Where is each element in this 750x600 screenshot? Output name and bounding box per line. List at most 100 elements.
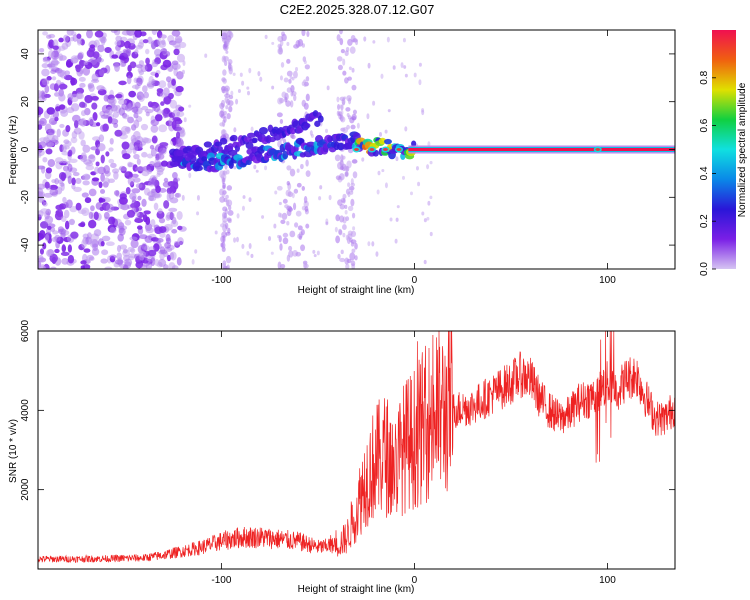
heatmap-cell (85, 165, 95, 171)
heatmap-cell (88, 188, 97, 197)
heatmap-cell (151, 61, 158, 68)
heatmap-cell (429, 231, 433, 237)
heatmap-cell (153, 243, 160, 252)
heatmap-cell (145, 262, 153, 269)
heatmap-cell (343, 165, 349, 172)
heatmap-cell (98, 134, 105, 143)
heatmap-cell (83, 248, 91, 253)
heatmap-cell (384, 129, 388, 134)
heatmap-cell (300, 163, 304, 170)
heatmap-cell (297, 225, 303, 231)
snr-plot-area (38, 331, 675, 569)
heatmap-cell (316, 250, 320, 256)
heatmap-cell (319, 185, 323, 190)
heatmap-cell (233, 237, 237, 243)
heatmap-cell (223, 55, 229, 62)
heatmap-cell (98, 198, 106, 203)
heatmap-cell (44, 181, 50, 189)
heatmap-cell (45, 148, 53, 155)
heatmap-cell (346, 95, 352, 102)
heatmap-cell (281, 91, 287, 98)
heatmap-cell (188, 104, 192, 108)
heatmap-cell (122, 248, 128, 254)
snr-series-line (38, 331, 675, 564)
heatmap-cell (160, 47, 168, 55)
heatmap-cell (168, 207, 178, 213)
heatmap-cell (55, 204, 64, 211)
heatmap-cell (344, 204, 348, 210)
colorbar-tick-label: 0.8 (699, 70, 710, 84)
heatmap-cell (264, 165, 268, 171)
heatmap-cell (301, 185, 305, 191)
heatmap-cell (159, 232, 166, 238)
heatmap-cell (78, 101, 86, 108)
heatmap-cell (289, 100, 294, 108)
heatmap-cell (351, 67, 355, 73)
heatmap-cell (303, 60, 307, 65)
spectrogram-panel: -100 0 100 -40 -20 0 20 40 Height of straight … (8, 29, 676, 296)
heatmap-cell (39, 137, 48, 142)
heatmap-cell (350, 178, 354, 185)
heatmap-cell (39, 248, 44, 255)
heatmap-cell (335, 175, 341, 180)
heatmap-cell (145, 57, 150, 65)
heatmap-cell (125, 186, 131, 195)
heatmap-cell (169, 99, 178, 109)
heatmap-cell (39, 117, 47, 127)
heatmap-cell (292, 70, 298, 79)
heatmap-cell (403, 65, 407, 69)
heatmap-cell (257, 70, 261, 77)
heatmap-cell (47, 49, 55, 59)
heatmap-cell (46, 107, 56, 115)
heatmap-cell (146, 83, 155, 88)
heatmap-cell (60, 109, 69, 117)
x-tick-label: 0 (412, 575, 418, 586)
heatmap-cell (285, 100, 291, 107)
heatmap-cell (300, 244, 306, 252)
heatmap-cell (154, 72, 159, 78)
heatmap-cell (237, 89, 241, 94)
heatmap-cell (105, 151, 110, 157)
heatmap-cell (137, 195, 142, 201)
heatmap-cell (59, 82, 66, 90)
y-tick-label: 4000 (20, 399, 31, 422)
heatmap-cell (222, 206, 228, 212)
heatmap-cell (171, 265, 179, 269)
heatmap-cell (154, 113, 163, 122)
heatmap-cell (153, 48, 162, 57)
heatmap-cell (41, 63, 49, 69)
heatmap-cell (286, 41, 290, 46)
heatmap-cell (282, 237, 289, 245)
heatmap-cell (147, 36, 153, 44)
heatmap-cell (261, 215, 265, 219)
heatmap-cell (295, 210, 302, 217)
colorbar-gradient (712, 30, 736, 269)
colorbar-tick-label: 0.0 (699, 262, 710, 276)
heatmap-cell (135, 211, 140, 217)
heatmap-cell (158, 217, 166, 224)
heatmap-cell (220, 114, 226, 119)
heatmap-cell (163, 142, 168, 150)
heatmap-cell (49, 253, 58, 263)
heatmap-cell (367, 241, 371, 247)
heatmap-cell (429, 160, 433, 165)
heatmap-cell (227, 62, 232, 70)
heatmap-cell (151, 135, 158, 144)
heatmap-cell (289, 168, 296, 177)
heatmap-cell (415, 166, 419, 171)
heatmap-cell (286, 220, 290, 226)
heatmap-cell (100, 258, 108, 264)
heatmap-cell (75, 64, 81, 73)
heatmap-cell (396, 148, 402, 151)
heatmap-cell (42, 31, 48, 36)
colorbar-label: Normalized spectral amplitude (737, 82, 748, 217)
heatmap-cell (286, 70, 293, 77)
heatmap-cell (350, 124, 356, 130)
heatmap-cell (222, 69, 227, 76)
heatmap-cell (141, 264, 148, 269)
heatmap-cell (91, 73, 99, 82)
heatmap-cell (337, 64, 343, 71)
heatmap-cell (134, 166, 144, 172)
heatmap-cell (69, 205, 78, 213)
colorbar-tick-label: 0.4 (699, 166, 710, 180)
